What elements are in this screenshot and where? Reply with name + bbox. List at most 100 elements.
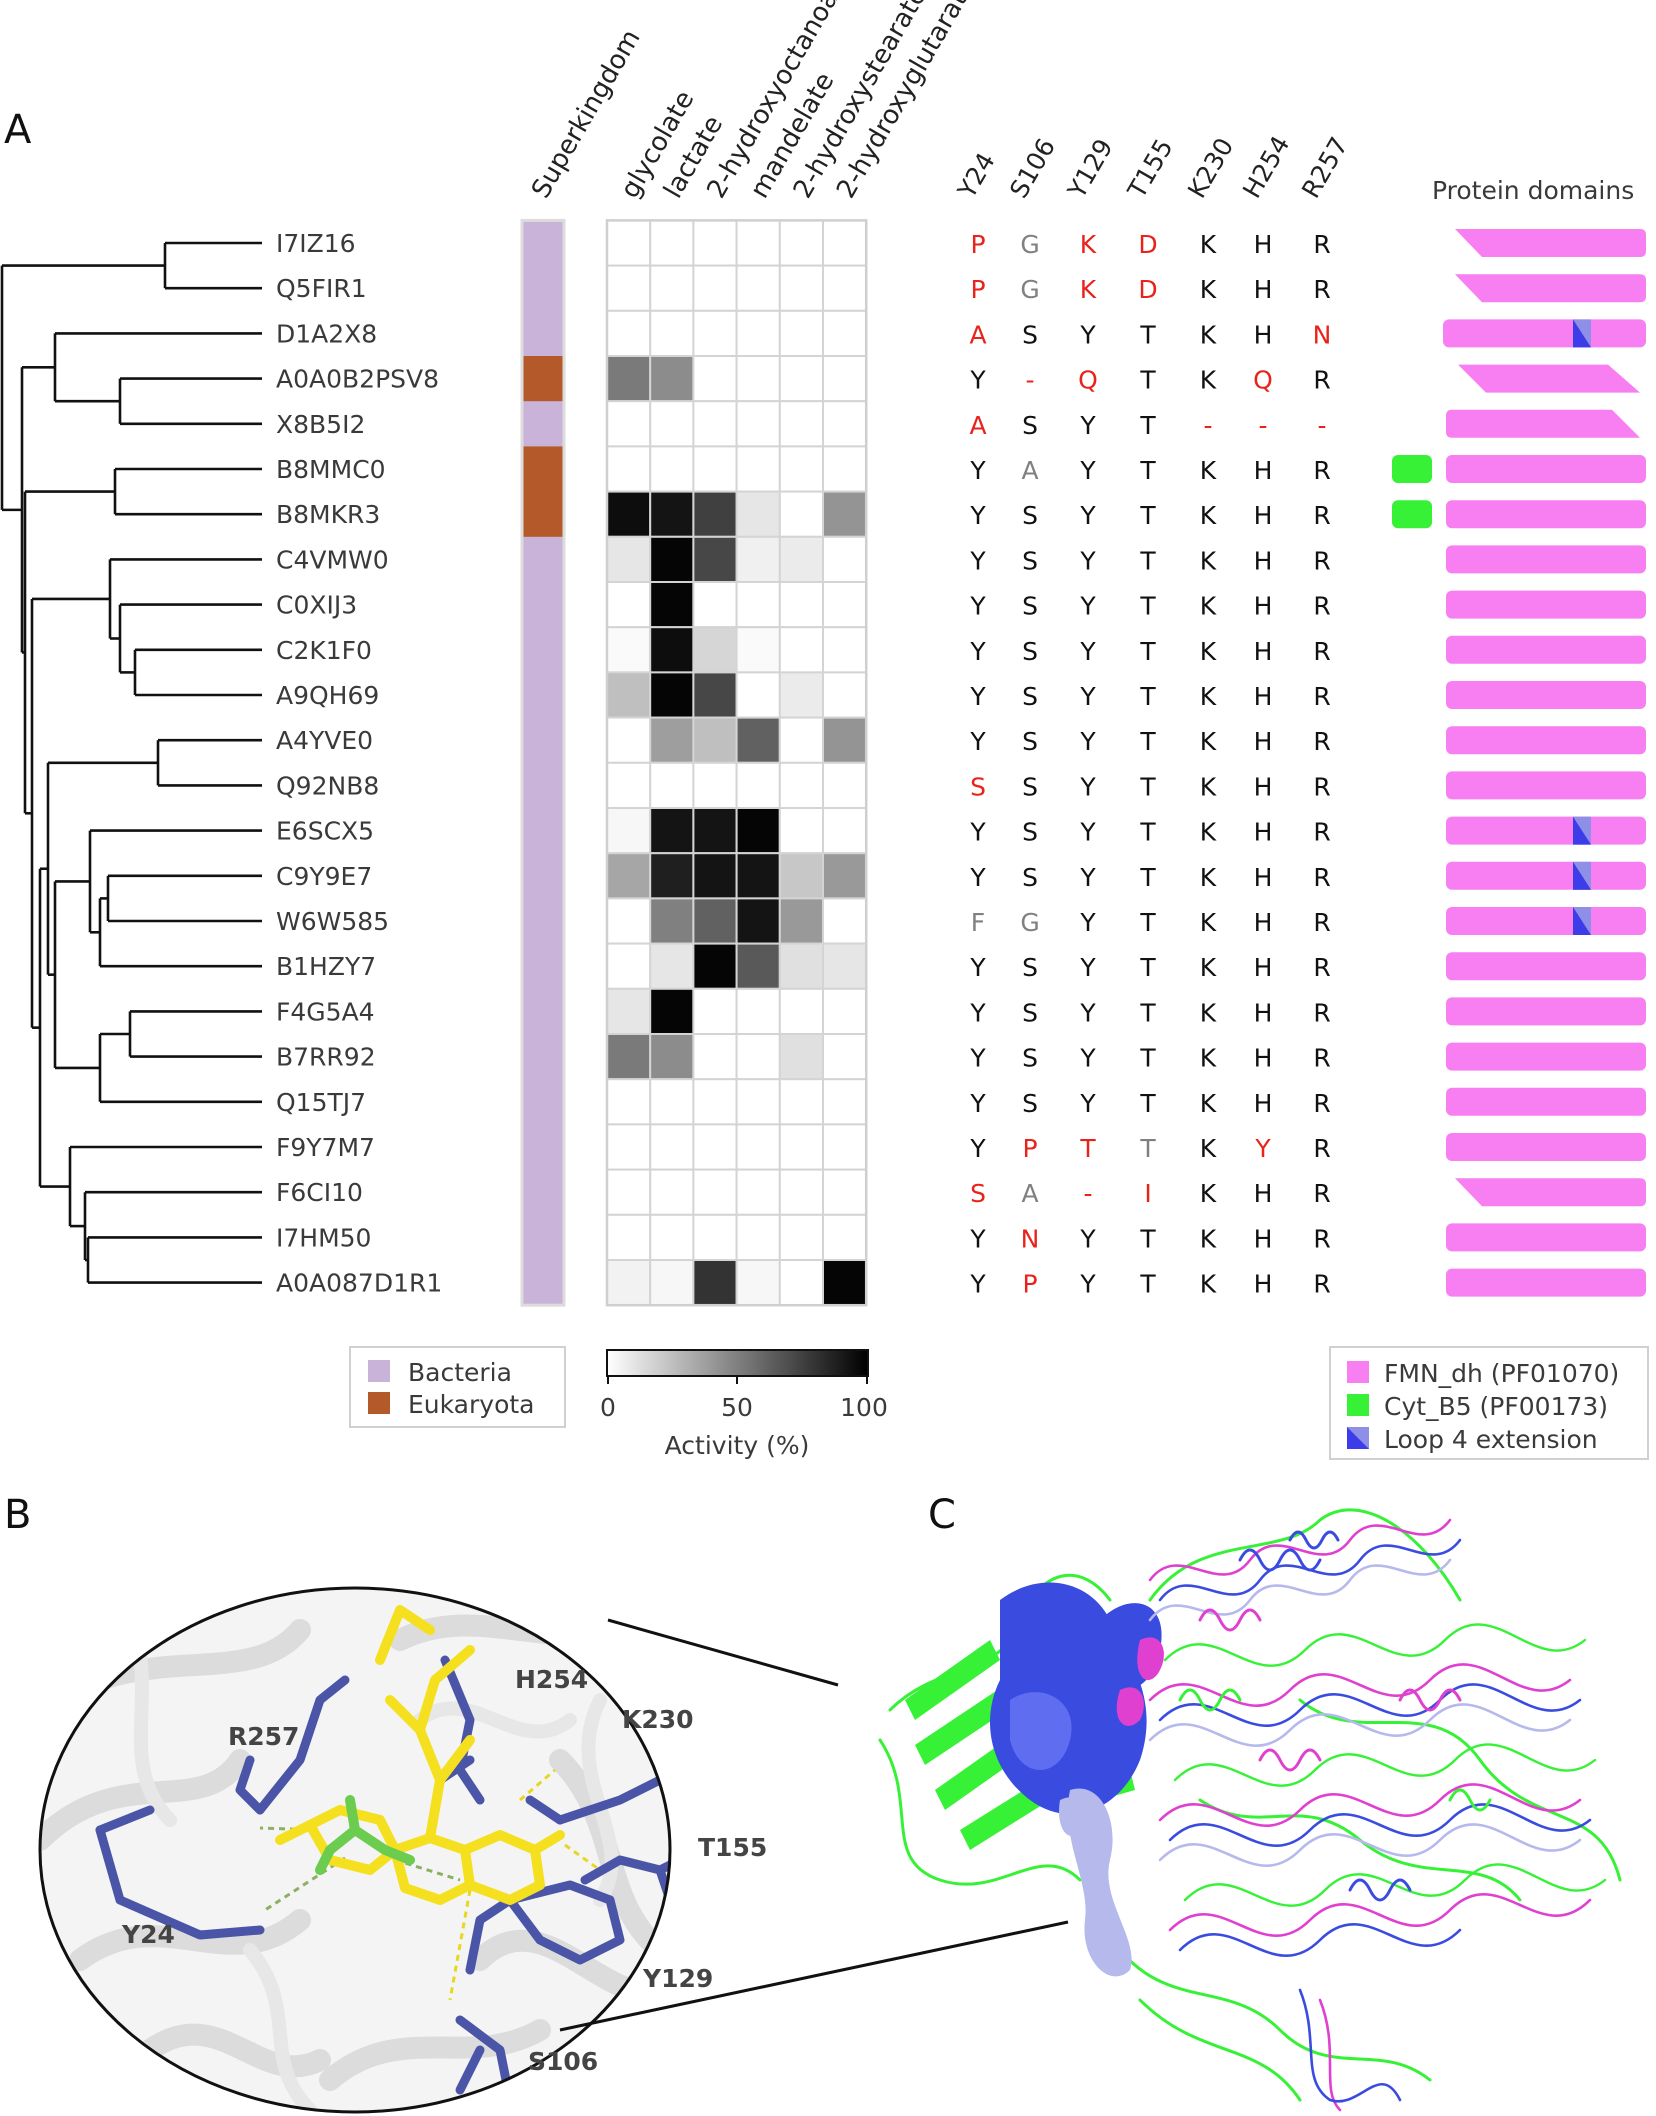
residue-cell: K [1200, 1179, 1217, 1208]
heatmap-cell [735, 942, 781, 990]
colorbar-title: Activity (%) [665, 1431, 810, 1460]
residue-cell: S [970, 1179, 986, 1208]
heatmap-cell [692, 942, 738, 990]
residue-cell: H [1254, 1179, 1273, 1208]
residue-cell: R [1313, 1179, 1330, 1208]
residue-cell: Y [1079, 727, 1096, 756]
heatmap-cell [606, 309, 652, 357]
residue-cell: Y [969, 546, 986, 575]
protein-label-b1hzy7: B1HZY7 [276, 952, 376, 981]
heatmap-cell [778, 445, 824, 493]
residue-cell: - [1083, 1179, 1092, 1208]
colorbar-tick-50: 50 [721, 1393, 753, 1422]
residue-cell: R [1313, 953, 1330, 982]
fmn-dh-domain [1446, 816, 1646, 845]
residue-cell: K [1200, 908, 1217, 937]
heatmap-cell [822, 626, 868, 674]
heatmap-cell [649, 264, 695, 312]
residue-cell: H [1254, 1270, 1273, 1299]
residue-cell: S [1022, 592, 1038, 621]
heatmap-cell [735, 535, 781, 583]
heatmap-cell [735, 716, 781, 764]
residue-cell: T [1139, 546, 1156, 575]
domain-diagram-i7hm50 [1446, 1223, 1646, 1252]
residue-cell: Y [969, 1224, 986, 1253]
residue-cell: R [1313, 908, 1330, 937]
heatmap-cell [735, 1213, 781, 1262]
fmn-dh-domain [1446, 1268, 1646, 1297]
b-label-y24: Y24 [121, 1920, 175, 1949]
residue-cell: D [1138, 230, 1157, 259]
protein-label-f6ci10: F6CI10 [276, 1178, 363, 1207]
heatmap-cell [778, 264, 824, 312]
protein-label-a4yve0: A4YVE0 [276, 726, 373, 755]
activity-colorbar: 0 50 100 Activity (%) [600, 1349, 888, 1460]
residue-cell: Y [1079, 953, 1096, 982]
protein-label-i7hm50: I7HM50 [276, 1223, 371, 1252]
heatmap-cell [692, 987, 738, 1035]
heatmap-cell [778, 1123, 824, 1171]
heatmap-cell [822, 400, 868, 448]
residue-cell: Y [1079, 1044, 1096, 1073]
panel-label-a: A [4, 107, 32, 153]
heatmap-cell [735, 987, 781, 1035]
heatmap-cell [692, 671, 738, 719]
residue-cell: H [1254, 592, 1273, 621]
fmn-dh-domain [1446, 545, 1646, 574]
domain-diagram-a9qh69 [1446, 681, 1646, 709]
residue-cell: Y [969, 727, 986, 756]
heatmap-cell [822, 355, 868, 403]
heatmap-cell [735, 897, 781, 945]
heatmap-cell [735, 761, 781, 809]
kingdom-cell-b7rr92 [522, 1034, 564, 1080]
heatmap-cell [692, 1213, 738, 1262]
superkingdom-strip [520, 218, 566, 1307]
heatmap-cell [606, 1033, 652, 1081]
activity-heatmap [605, 219, 868, 1307]
kingdom-cell-q5fir1 [522, 265, 564, 312]
residue-cell: R [1313, 456, 1330, 485]
residue-cell: F [971, 908, 985, 937]
heatmap-cell [606, 942, 652, 990]
residue-cell: T [1139, 592, 1156, 621]
protein-domain-diagrams [1392, 229, 1646, 1297]
heatmap-cell [778, 1259, 824, 1307]
residue-cell: H [1254, 275, 1273, 304]
heatmap-cell [735, 1168, 781, 1216]
protein-label-q15tj7: Q15TJ7 [276, 1088, 366, 1117]
residue-cell: H [1254, 818, 1273, 847]
protein-label-f4g5a4: F4G5A4 [276, 997, 375, 1026]
domain-diagram-q92nb8 [1446, 771, 1646, 800]
residue-cell: N [1313, 320, 1332, 349]
domain-diagram-c2k1f0 [1446, 635, 1646, 664]
heatmap-cell [606, 716, 652, 764]
domain-diagram-i7iz16 [1455, 229, 1646, 257]
residue-header-t155: T155 [1122, 134, 1179, 204]
residue-cell: Y [969, 1134, 986, 1163]
heatmap-cell [606, 535, 652, 583]
domain-diagram-q15tj7 [1446, 1087, 1646, 1116]
heatmap-cell [822, 1033, 868, 1081]
heatmap-cell [692, 1259, 738, 1307]
kingdom-cell-b8mmc0 [522, 446, 564, 493]
residue-cell: P [970, 230, 985, 259]
residue-cell: S [1022, 1089, 1038, 1118]
fmn-dh-domain [1446, 861, 1646, 890]
residue-cell: A [969, 411, 986, 440]
legend-swatch-bacteria [368, 1360, 390, 1382]
residue-cell: Y [969, 501, 986, 530]
residue-cell: S [1022, 863, 1038, 892]
domain-diagram-f6ci10 [1455, 1178, 1646, 1207]
fmn-dh-domain [1446, 500, 1646, 529]
panel-b-active-site: R257 H254 K230 T155 Y24 Y129 S106 [38, 1586, 1069, 2114]
kingdom-cell-a0a087d1r1 [522, 1260, 564, 1306]
residue-cell: R [1313, 772, 1330, 801]
residue-cell: - [1025, 366, 1034, 395]
heatmap-cell [606, 445, 652, 493]
residue-cell: K [1080, 275, 1097, 304]
residue-cell: S [1022, 953, 1038, 982]
residue-cell: H [1254, 998, 1273, 1027]
protein-label-a0a087d1r1: A0A087D1R1 [276, 1269, 442, 1298]
heatmap-cell [649, 445, 695, 493]
heatmap-cell [692, 716, 738, 764]
